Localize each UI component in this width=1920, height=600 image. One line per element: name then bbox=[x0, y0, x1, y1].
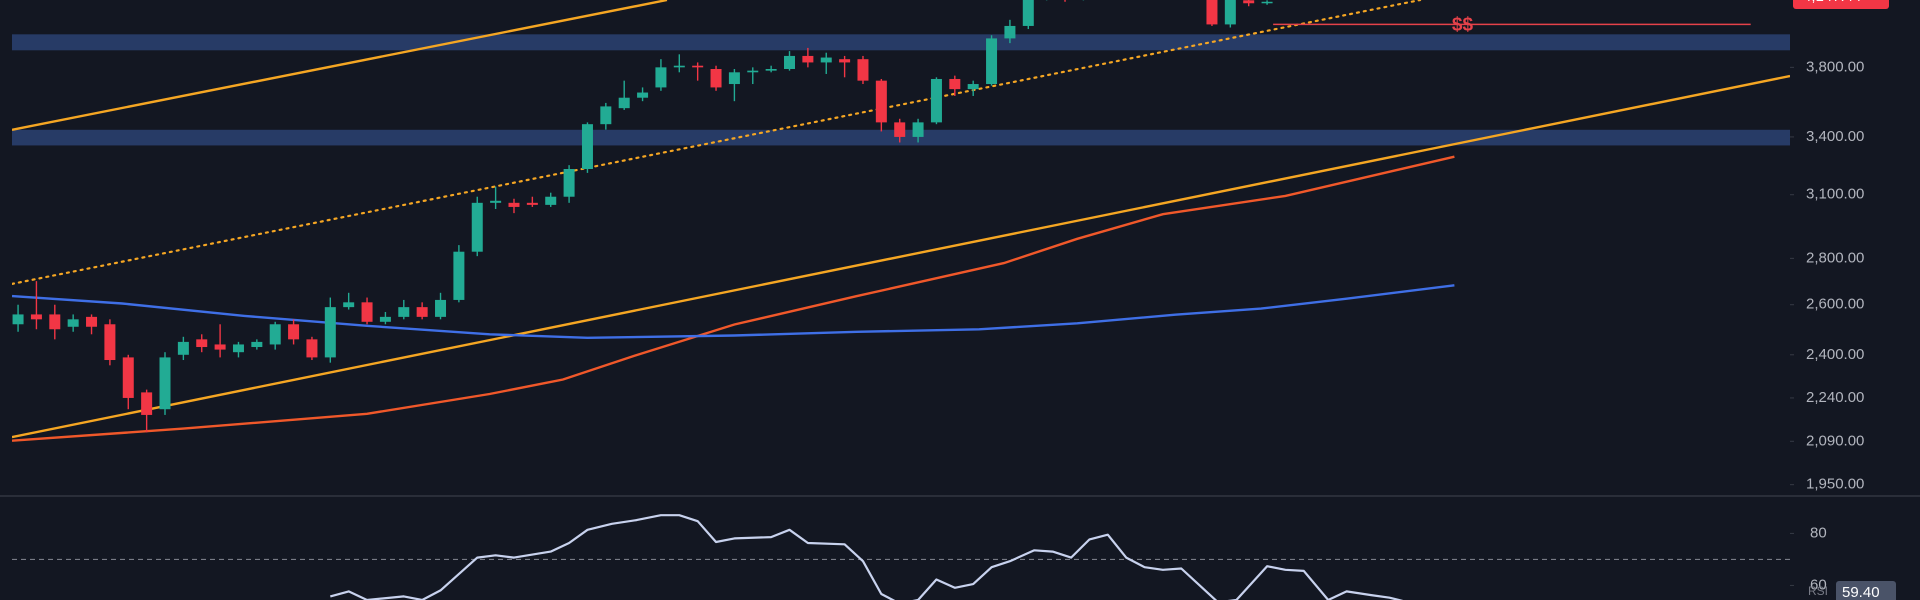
candle-body bbox=[581, 124, 593, 170]
candle-body bbox=[875, 80, 887, 123]
candle-body bbox=[288, 324, 300, 340]
candle-body bbox=[673, 65, 685, 68]
rsi-badge bbox=[1836, 581, 1896, 600]
candle-body bbox=[967, 84, 979, 90]
y-tick-label: 1,950.00 bbox=[1806, 476, 1864, 493]
candle-body bbox=[306, 339, 318, 358]
candle-body bbox=[526, 202, 538, 205]
candle-body bbox=[104, 324, 116, 361]
candle-body bbox=[508, 202, 520, 207]
candle-body bbox=[986, 38, 998, 85]
rsi-title: RSI bbox=[1808, 584, 1828, 598]
candle-body bbox=[930, 78, 942, 123]
overlay-line bbox=[12, 0, 668, 131]
candle-body bbox=[398, 307, 410, 317]
candle-body bbox=[196, 339, 208, 348]
candle-body bbox=[894, 122, 906, 137]
candle-body bbox=[655, 67, 667, 88]
candle-body bbox=[232, 344, 244, 353]
candle-body bbox=[710, 68, 722, 88]
candle-body bbox=[49, 314, 61, 330]
candle-body bbox=[839, 59, 851, 63]
candle-body bbox=[600, 106, 612, 125]
y-tick-label: 2,600.00 bbox=[1806, 296, 1864, 313]
candle-body bbox=[86, 316, 98, 327]
candle-body bbox=[269, 324, 281, 345]
candle-body bbox=[30, 314, 42, 320]
candle-body bbox=[435, 299, 447, 317]
price-axis: 3,800.00 3,400.00 3,100.00 2,800.00 2,600.00… bbox=[1790, 0, 1896, 600]
overlay-line bbox=[12, 0, 1422, 285]
level-label: $$ bbox=[1452, 14, 1474, 35]
candle-body bbox=[692, 65, 704, 68]
candle-body bbox=[1243, 0, 1255, 4]
candle-body bbox=[416, 307, 428, 317]
candle-body bbox=[857, 59, 869, 81]
candle-body bbox=[1261, 1, 1273, 4]
candle-body bbox=[343, 302, 355, 308]
candle-body bbox=[1004, 25, 1016, 39]
candle-body bbox=[949, 78, 961, 90]
price-badge bbox=[1793, 0, 1889, 9]
candle-body bbox=[747, 70, 759, 73]
y-tick-label: 3,800.00 bbox=[1806, 58, 1864, 75]
rsi-line bbox=[330, 514, 1404, 600]
candle-body bbox=[251, 341, 263, 348]
candle-body bbox=[453, 251, 465, 300]
y-tick-label: 3,400.00 bbox=[1806, 128, 1864, 145]
y-tick-label: 60 bbox=[1810, 576, 1827, 593]
candle-body bbox=[490, 200, 502, 203]
candle-body bbox=[67, 319, 79, 327]
candle-body bbox=[912, 122, 924, 137]
candle-body bbox=[122, 357, 134, 398]
candle-body bbox=[545, 196, 557, 205]
y-tick-label: 2,800.00 bbox=[1806, 249, 1864, 266]
candle-body bbox=[728, 72, 740, 85]
candle-body bbox=[1022, 0, 1034, 26]
candle-body bbox=[820, 57, 832, 63]
y-tick-label: 2,400.00 bbox=[1806, 346, 1864, 363]
overlay-line bbox=[12, 284, 1455, 340]
y-tick-label: 3,100.00 bbox=[1806, 186, 1864, 203]
candle-body bbox=[141, 392, 153, 415]
candle-body bbox=[802, 55, 814, 63]
candle-body bbox=[379, 316, 391, 322]
overlay-line bbox=[12, 155, 1455, 442]
candle-body bbox=[159, 357, 171, 410]
candle-body bbox=[361, 302, 373, 322]
zone bbox=[12, 34, 1790, 51]
candle-body bbox=[563, 169, 575, 197]
candle-body bbox=[177, 341, 189, 355]
overlay-line bbox=[12, 74, 1790, 439]
candle-body bbox=[637, 92, 649, 98]
candle-body bbox=[1224, 0, 1236, 25]
candle-body bbox=[471, 202, 483, 252]
candle-body bbox=[618, 97, 630, 109]
rsi-badge-label: 59.40 bbox=[1842, 584, 1880, 600]
y-tick-label: 2,090.00 bbox=[1806, 432, 1864, 449]
y-tick-label: 80 bbox=[1810, 524, 1827, 541]
candle-body bbox=[1206, 0, 1218, 25]
rsi-pane bbox=[12, 514, 1790, 600]
price-pane: $$ bbox=[12, 0, 1790, 442]
candle-body bbox=[12, 314, 24, 325]
candle-body bbox=[784, 55, 796, 69]
candle-body bbox=[214, 344, 226, 350]
candle-body bbox=[765, 68, 777, 71]
y-tick-label: 2,240.00 bbox=[1806, 389, 1864, 406]
candle-body bbox=[324, 307, 336, 358]
zone bbox=[12, 129, 1790, 146]
price-badge-label: 4,147.44 bbox=[1803, 0, 1861, 5]
